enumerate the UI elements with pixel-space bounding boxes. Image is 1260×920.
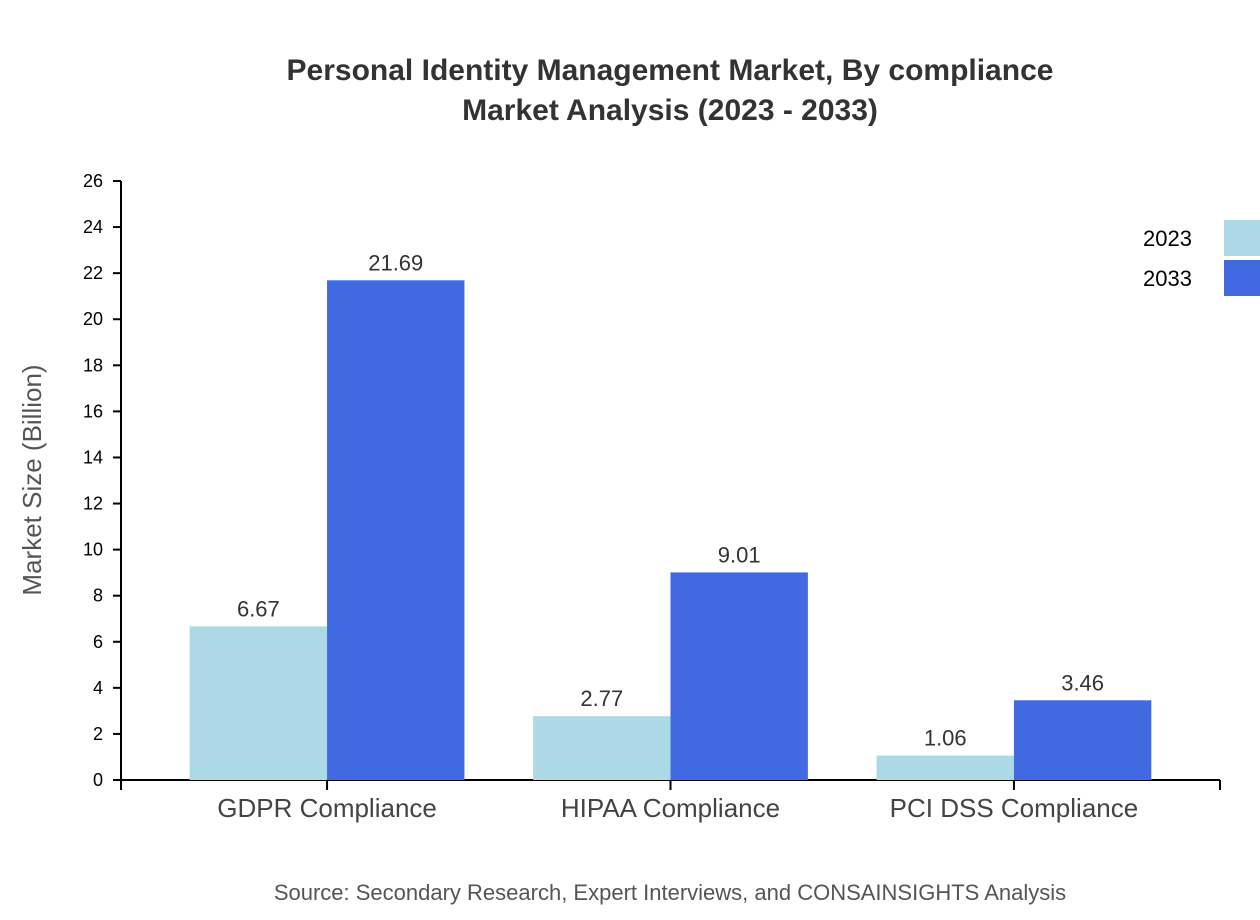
y-tick-label: 16	[83, 401, 103, 421]
bar-2033	[670, 572, 808, 780]
y-tick-label: 24	[83, 217, 103, 237]
y-tick-label: 8	[93, 586, 103, 606]
y-tick-label: 4	[93, 678, 103, 698]
data-label: 2.77	[580, 686, 623, 711]
y-tick-label: 0	[93, 770, 103, 790]
y-tick-label: 14	[83, 447, 103, 467]
data-label: 3.46	[1061, 670, 1104, 695]
data-label: 9.01	[718, 542, 761, 567]
source-note: Source: Secondary Research, Expert Inter…	[274, 880, 1066, 905]
x-tick-label: GDPR Compliance	[217, 793, 437, 823]
y-tick-label: 26	[83, 171, 103, 191]
legend: 2023 2033	[1143, 220, 1260, 296]
y-tick-label: 10	[83, 540, 103, 560]
y-tick-label: 6	[93, 632, 103, 652]
data-label: 1.06	[924, 726, 967, 751]
y-tick-label: 12	[83, 494, 103, 514]
bar-2023	[189, 626, 328, 780]
x-tick-label: HIPAA Compliance	[561, 793, 780, 823]
bar-2033	[327, 280, 465, 780]
data-label: 6.67	[237, 596, 280, 621]
chart-title: Personal Identity Management Market, By …	[287, 54, 1054, 87]
y-tick-label: 22	[83, 263, 103, 283]
data-label: 21.69	[368, 250, 423, 275]
y-tick-label: 18	[83, 355, 103, 375]
x-tick-label: PCI DSS Compliance	[890, 793, 1139, 823]
bars: 6.67 21.69 2.77 9.01 1.06 3.46	[189, 250, 1152, 780]
y-tick-label: 20	[83, 309, 103, 329]
legend-swatch-2023	[1224, 220, 1260, 256]
bar-2023	[876, 755, 1014, 780]
bar-2033	[1013, 700, 1152, 780]
y-axis-label: Market Size (Billion)	[17, 364, 47, 595]
bar-2023	[533, 716, 671, 780]
y-tick-label: 2	[93, 724, 103, 744]
legend-label: 2033	[1143, 266, 1192, 291]
legend-swatch-2033	[1224, 260, 1260, 296]
chart-subtitle: Market Analysis (2023 - 2033)	[462, 94, 878, 127]
legend-label: 2023	[1143, 226, 1192, 251]
